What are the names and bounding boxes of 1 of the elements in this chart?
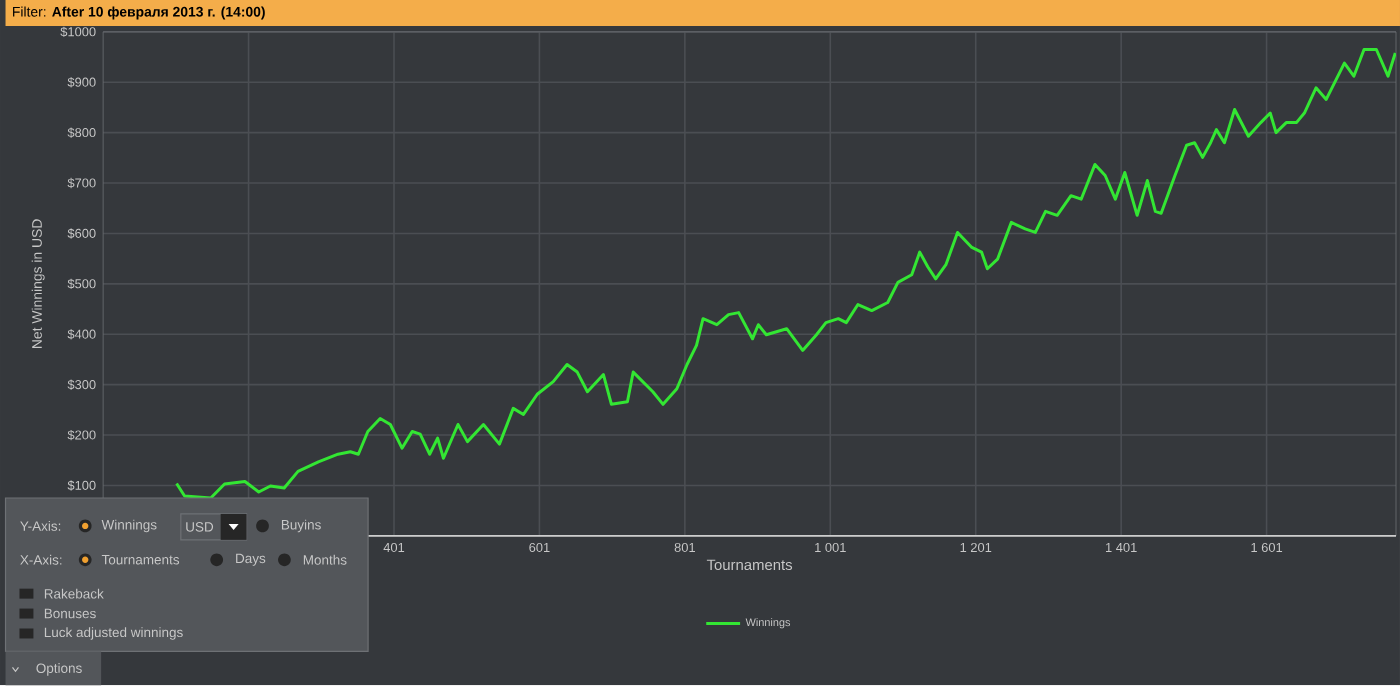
line-series	[175, 48, 1397, 500]
